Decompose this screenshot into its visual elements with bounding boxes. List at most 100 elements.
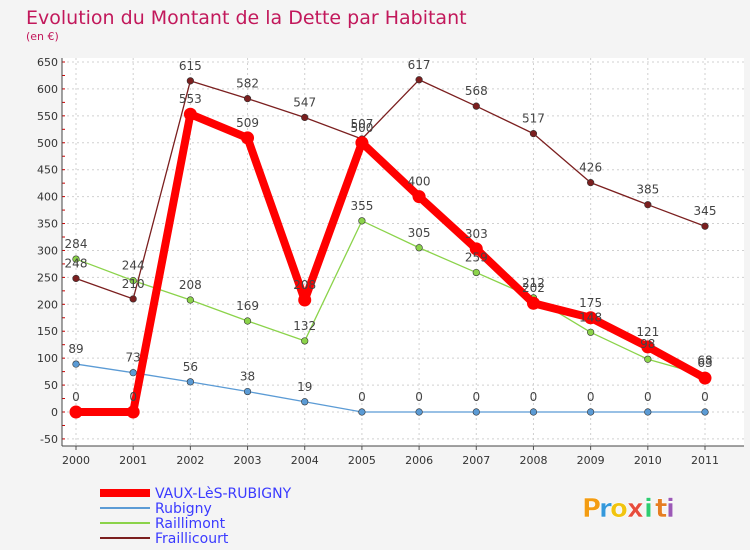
data-label: 517 — [522, 112, 545, 126]
data-label: 38 — [240, 370, 255, 384]
data-label: 0 — [129, 390, 137, 404]
axes: -50 0 50 100 150 200 250 300 350 400 450 500 550 600 6… — [37, 56, 744, 467]
data-point — [241, 131, 255, 145]
data-label: 89 — [68, 342, 83, 356]
series-vaux-l-s-rubigny — [69, 107, 712, 419]
logo-letter: x — [627, 494, 644, 524]
data-point — [584, 311, 598, 325]
y-tick-label: 350 — [37, 218, 58, 231]
x-tick-label: 2000 — [62, 454, 90, 467]
data-point — [301, 398, 309, 406]
data-point — [186, 296, 194, 304]
data-point — [644, 201, 652, 209]
data-point — [72, 255, 80, 263]
data-point — [701, 408, 709, 416]
legend-label: VAUX-LèS-RUBIGNY — [155, 486, 292, 502]
data-label: 132 — [293, 319, 316, 333]
data-label: 0 — [72, 390, 80, 404]
data-label: 500 — [350, 121, 373, 135]
data-point — [355, 136, 369, 150]
series-rubigny — [72, 360, 709, 416]
data-label: 19 — [297, 380, 312, 394]
data-label: 0 — [358, 390, 366, 404]
plot-area — [62, 58, 744, 446]
data-point — [129, 295, 137, 303]
data-label: 426 — [579, 161, 602, 175]
data-point — [644, 408, 652, 416]
data-point — [415, 408, 423, 416]
x-tick-label: 2010 — [634, 454, 662, 467]
x-tick-label: 2003 — [234, 454, 262, 467]
x-tick-label: 2006 — [405, 454, 433, 467]
data-label: 244 — [122, 259, 145, 273]
data-label: 568 — [465, 84, 488, 98]
x-tick-label: 2002 — [176, 454, 204, 467]
data-point — [298, 293, 312, 307]
data-point — [69, 405, 83, 419]
y-tick-label: 600 — [37, 83, 58, 96]
data-label: 56 — [183, 360, 198, 374]
chart-title: Evolution du Montant de la Dette par Hab… — [26, 7, 467, 29]
x-tick-label: 2004 — [291, 454, 319, 467]
y-tick-label: 300 — [37, 244, 58, 257]
data-label: 208 — [293, 278, 316, 292]
data-point — [526, 296, 540, 310]
data-label: 259 — [465, 251, 488, 265]
data-point — [472, 102, 480, 110]
chart-subtitle: (en €) — [26, 30, 59, 43]
data-label: 63 — [697, 356, 712, 370]
logo-letter: i — [644, 494, 653, 524]
x-tick-label: 2009 — [577, 454, 605, 467]
data-point — [129, 277, 137, 285]
data-label: 148 — [579, 310, 602, 324]
x-tick-label: 2005 — [348, 454, 376, 467]
data-point — [587, 408, 595, 416]
legend-label: Raillimont — [155, 516, 226, 532]
data-label: 208 — [179, 278, 202, 292]
data-label: 0 — [701, 390, 709, 404]
y-tick-label: 100 — [37, 352, 58, 365]
data-point — [698, 371, 712, 385]
data-label: 303 — [465, 227, 488, 241]
logo-letter: r — [599, 494, 612, 524]
legend-label: Rubigny — [155, 501, 212, 517]
y-tick-label: 450 — [37, 164, 58, 177]
data-label: 175 — [579, 296, 602, 310]
x-tick-label: 2007 — [462, 454, 490, 467]
series-group — [69, 76, 712, 419]
data-point — [243, 387, 252, 396]
data-point — [469, 242, 483, 256]
data-label: 202 — [522, 281, 545, 295]
y-tick-label: 150 — [37, 325, 58, 338]
data-point — [412, 190, 426, 204]
data-point — [641, 340, 655, 354]
data-point — [358, 408, 366, 416]
data-point — [243, 95, 252, 103]
logo-letter: P — [582, 494, 601, 524]
x-tick-label: 2011 — [691, 454, 719, 467]
y-tick-label: 500 — [37, 137, 58, 150]
data-label: 284 — [65, 237, 88, 251]
data-point — [415, 76, 423, 84]
data-label: 547 — [293, 95, 316, 109]
data-label: 0 — [587, 390, 595, 404]
logo-letter: t — [655, 494, 667, 524]
data-label: 0 — [415, 390, 423, 404]
data-label: 98 — [640, 337, 655, 351]
data-point — [301, 113, 309, 122]
data-label: 305 — [408, 226, 431, 240]
data-label: 0 — [472, 390, 480, 404]
legend-label: Fraillicourt — [155, 531, 229, 547]
data-point — [587, 179, 595, 187]
x-tick-label: 2008 — [519, 454, 547, 467]
y-tick-label: 400 — [37, 191, 58, 204]
data-label: 68 — [697, 353, 712, 367]
data-label: 345 — [694, 204, 717, 218]
y-tick-label: 650 — [37, 56, 58, 69]
series-line — [76, 110, 707, 416]
data-labels: 248 210 615 582 547 507 617 568 517 426 385 345 284 2… — [65, 58, 717, 404]
data-label: 212 — [522, 276, 545, 290]
data-label: 617 — [408, 58, 431, 72]
